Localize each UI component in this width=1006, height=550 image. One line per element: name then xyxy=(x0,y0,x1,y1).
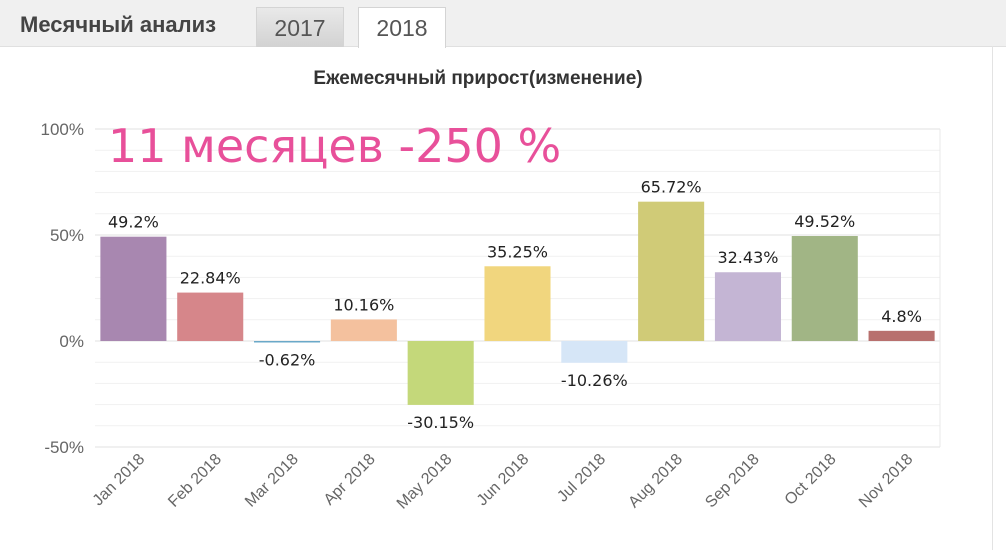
y-tick-label: 100% xyxy=(41,120,84,139)
x-tick-label: Jul 2018 xyxy=(554,451,609,506)
bar-feb-2018 xyxy=(177,292,244,341)
data-label: 65.72% xyxy=(641,178,702,197)
data-label: -10.26% xyxy=(561,371,628,390)
x-tick-label: Oct 2018 xyxy=(782,451,840,509)
data-label: 49.2% xyxy=(108,213,159,232)
bar-sep-2018 xyxy=(714,272,781,341)
tab-2017[interactable]: 2017 xyxy=(256,7,344,47)
bar-nov-2018 xyxy=(868,330,935,341)
data-label: 10.16% xyxy=(333,295,394,314)
x-tick-label: Mar 2018 xyxy=(242,451,302,511)
y-tick-label: -50% xyxy=(44,438,84,457)
x-tick-label: Feb 2018 xyxy=(165,451,225,511)
bar-jun-2018 xyxy=(484,266,551,341)
chart-annotation: 11 месяцев -250 % xyxy=(108,119,561,173)
chart-title: Ежемесячный прирост(изменение) xyxy=(313,68,642,89)
data-label: 35.25% xyxy=(487,242,548,261)
bar-aug-2018 xyxy=(638,201,705,341)
x-tick-label: Jun 2018 xyxy=(474,451,533,510)
x-tick-label: May 2018 xyxy=(394,451,456,513)
bar-oct-2018 xyxy=(791,236,858,341)
x-tick-label: Apr 2018 xyxy=(321,451,379,509)
bar-may-2018 xyxy=(407,341,474,405)
x-tick-label: Nov 2018 xyxy=(856,451,917,512)
x-tick-label: Aug 2018 xyxy=(625,451,686,512)
data-label: -0.62% xyxy=(259,350,316,369)
data-label: -30.15% xyxy=(407,413,474,432)
y-tick-label: 50% xyxy=(50,226,84,245)
data-label: 49.52% xyxy=(794,212,855,231)
section-title: Месячный анализ xyxy=(20,12,217,37)
data-label: 32.43% xyxy=(717,248,778,267)
bar-mar-2018 xyxy=(254,341,321,343)
x-tick-label: Jan 2018 xyxy=(90,451,149,510)
y-tick-label: 0% xyxy=(59,332,84,351)
panel-border xyxy=(992,46,993,550)
x-tick-label: Sep 2018 xyxy=(702,451,763,512)
data-label: 4.8% xyxy=(881,307,922,326)
data-label: 22.84% xyxy=(180,269,241,288)
header-bar: Месячный анализ 2017 2018 xyxy=(0,0,1006,48)
bar-jan-2018 xyxy=(100,236,167,341)
bar-jul-2018 xyxy=(561,341,628,363)
tab-2018[interactable]: 2018 xyxy=(358,7,446,48)
bar-apr-2018 xyxy=(330,319,397,341)
